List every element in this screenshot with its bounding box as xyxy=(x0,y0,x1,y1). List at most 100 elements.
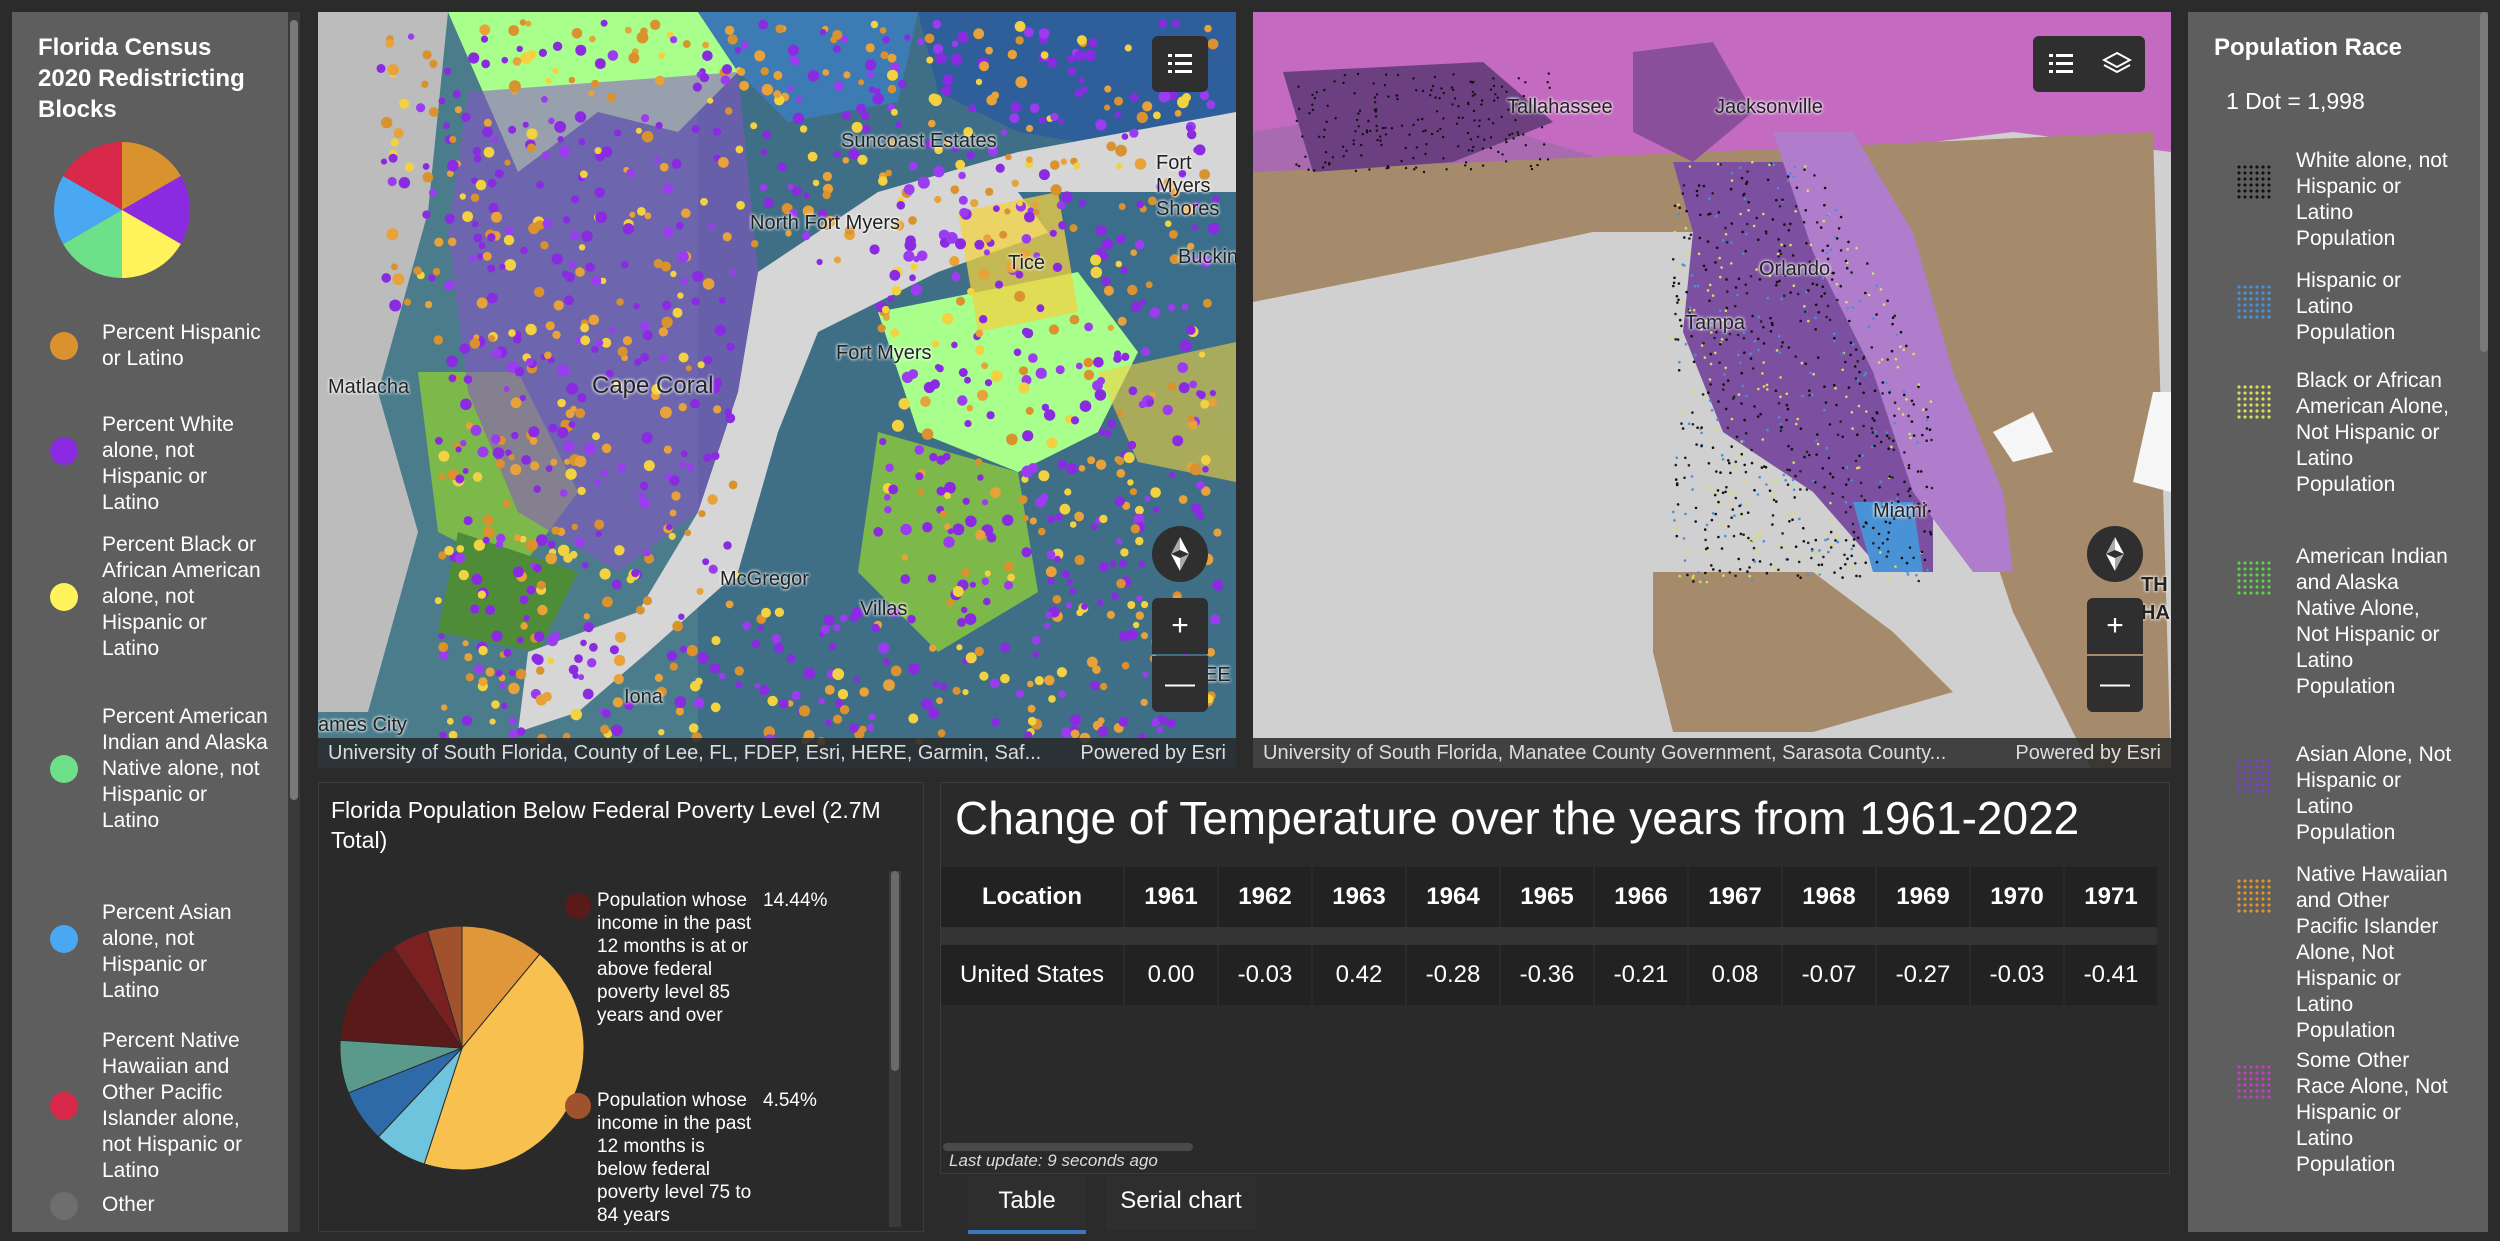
map-right-zoom-in-button[interactable]: + xyxy=(2087,598,2143,654)
right-legend-item-label: Black or African American Alone, Not His… xyxy=(2296,369,2449,496)
poverty-legend-item[interactable]: Population whose income in the past 12 m… xyxy=(565,1089,877,1227)
table-cell-value: -0.27 xyxy=(1877,945,1971,1005)
column-header-year[interactable]: 1971 xyxy=(2065,867,2159,927)
map-right-layers-button[interactable] xyxy=(2089,36,2145,92)
table-cell-value: -0.41 xyxy=(2065,945,2159,1005)
left-legend-item: Percent Hispanic or Latino xyxy=(50,320,270,372)
map-cape-coral[interactable]: Suncoast Estates North Fort Myers Fort M… xyxy=(318,12,1236,768)
legend-swatch xyxy=(50,1092,78,1120)
left-legend-item: Other xyxy=(50,1192,270,1220)
map-right-compass-button[interactable] xyxy=(2087,526,2143,582)
poverty-legend-item[interactable]: Population whose income in the past 12 m… xyxy=(565,889,877,1027)
map-left-compass-button[interactable] xyxy=(1152,526,1208,582)
column-header-year[interactable]: 1967 xyxy=(1689,867,1783,927)
pie-slice[interactable] xyxy=(427,925,463,1049)
dot-density-swatch xyxy=(2236,758,2272,794)
column-header-year[interactable]: 1963 xyxy=(1313,867,1407,927)
map-right-legend-button[interactable] xyxy=(2033,36,2089,92)
left-legend-item: Percent Black or African American alone,… xyxy=(50,532,270,662)
right-legend-title: Population Race xyxy=(2214,34,2403,61)
legend-swatch xyxy=(50,437,78,465)
compass-icon xyxy=(2106,537,2124,571)
table-cell-value: 0.00 xyxy=(1125,945,1219,1005)
temperature-table-panel: Change of Temperature over the years fro… xyxy=(940,782,2170,1174)
left-legend-item-label: Percent White alone, not Hispanic or Lat… xyxy=(102,413,234,514)
map-florida[interactable]: Tallahassee Jacksonville Orlando Tampa M… xyxy=(1253,12,2171,768)
left-legend-item-label: Percent Asian alone, not Hispanic or Lat… xyxy=(102,901,232,1002)
map-right-attribution: University of South Florida, Manatee Cou… xyxy=(1253,738,2171,768)
map-label-tampa: Tampa xyxy=(1685,312,1746,334)
map-label-iona: Iona xyxy=(624,686,663,708)
left-legend-item: Percent White alone, not Hispanic or Lat… xyxy=(50,412,270,516)
right-legend-item-label: American Indian and Alaska Native Alone,… xyxy=(2296,545,2448,698)
map-left-zoom-in-button[interactable]: + xyxy=(1152,598,1208,654)
tab-table[interactable]: Table xyxy=(968,1176,1086,1234)
map-label-matlacha: Matlacha xyxy=(328,376,410,398)
map-label-cape-coral: Cape Coral xyxy=(592,372,714,399)
left-pie-slice xyxy=(122,210,181,278)
right-legend-panel: Population Race 1 Dot = 1,998 White alon… xyxy=(2188,12,2488,1232)
dot-density-swatch xyxy=(2236,284,2272,320)
map-label-villas: Villas xyxy=(860,598,908,620)
left-pie-slice xyxy=(54,176,122,244)
table-cell-value: -0.28 xyxy=(1407,945,1501,1005)
column-header-year[interactable]: 1965 xyxy=(1501,867,1595,927)
left-legend-pie xyxy=(54,142,190,278)
column-header-year[interactable]: 1969 xyxy=(1877,867,1971,927)
left-legend-scrollbar[interactable] xyxy=(288,12,300,1232)
column-header-year[interactable]: 1968 xyxy=(1783,867,1877,927)
left-legend-item-label: Percent Native Hawaiian and Other Pacifi… xyxy=(102,1029,243,1182)
left-legend-item: Percent American Indian and Alaska Nativ… xyxy=(50,704,270,834)
poverty-legend-label: Population whose income in the past 12 m… xyxy=(597,890,752,1026)
column-header-year[interactable]: 1964 xyxy=(1407,867,1501,927)
column-header-year[interactable]: 1961 xyxy=(1125,867,1219,927)
compass-icon xyxy=(1171,537,1189,571)
pie-slice[interactable] xyxy=(461,925,541,1050)
map-left-attribution: University of South Florida, County of L… xyxy=(318,738,1236,768)
map-label-jacksonville: Jacksonville xyxy=(1715,96,1823,118)
right-legend-item-label: Some Other Race Alone, Not Hispanic or L… xyxy=(2296,1049,2448,1176)
dot-value-label: 1 Dot = 1,998 xyxy=(2226,88,2365,114)
map-label-fragment-th: TH xyxy=(2141,574,2168,596)
map-left-zoom-out-button[interactable]: — xyxy=(1152,656,1208,712)
table-cell-location: United States xyxy=(941,945,1125,1005)
map-label-james-city: ames City xyxy=(318,714,407,736)
legend-swatch xyxy=(565,1093,591,1119)
minus-icon: — xyxy=(1165,667,1195,700)
table-cell-value: -0.36 xyxy=(1501,945,1595,1005)
column-header-location[interactable]: Location xyxy=(941,867,1125,927)
map-left-canvas[interactable] xyxy=(318,12,1236,768)
column-header-year[interactable]: 1962 xyxy=(1219,867,1313,927)
poverty-legend-scrollbar[interactable] xyxy=(889,871,901,1227)
column-header-year[interactable]: 1970 xyxy=(1971,867,2065,927)
layers-icon xyxy=(2102,51,2132,74)
pie-slice[interactable] xyxy=(339,946,463,1049)
poverty-chart-title: Florida Population Below Federal Poverty… xyxy=(331,797,881,853)
left-legend-title: Florida Census 2020 Redistricting Blocks xyxy=(38,34,245,123)
table-cell-value: -0.03 xyxy=(1219,945,1313,1005)
table-horizontal-scrollbar[interactable] xyxy=(943,1143,1193,1151)
map-left-legend-button[interactable] xyxy=(1152,36,1208,92)
left-legend-item: Percent Native Hawaiian and Other Pacifi… xyxy=(50,1028,270,1184)
tab-serial-chart[interactable]: Serial chart xyxy=(1106,1176,1256,1230)
map-left-powered-by[interactable]: Powered by Esri xyxy=(1080,742,1226,764)
table-cell-value: -0.07 xyxy=(1783,945,1877,1005)
right-legend-scrollbar[interactable] xyxy=(2480,12,2488,352)
right-legend-item-label: Asian Alone, Not Hispanic or Latino Popu… xyxy=(2296,743,2452,844)
map-right-powered-by[interactable]: Powered by Esri xyxy=(2015,742,2161,764)
dot-density-swatch xyxy=(2236,560,2272,596)
plus-icon: + xyxy=(1171,609,1189,642)
map-label-fragment: EE xyxy=(1204,664,1231,686)
map-label-tice: Tice xyxy=(1008,252,1046,274)
left-legend-panel: Florida Census 2020 Redistricting Blocks… xyxy=(12,12,288,1232)
table-row[interactable]: United States 0.00 -0.03 0.42 -0.28 -0.36 -0.2… xyxy=(941,945,2159,1005)
left-legend-item-label: Percent Black or African American alone,… xyxy=(102,533,261,660)
left-legend-item-label: Percent American Indian and Alaska Nativ… xyxy=(102,705,268,832)
legend-swatch xyxy=(50,583,78,611)
list-icon xyxy=(1168,54,1192,73)
map-right-canvas[interactable] xyxy=(1253,12,2171,768)
column-header-year[interactable]: 1966 xyxy=(1595,867,1689,927)
map-right-zoom-out-button[interactable]: — xyxy=(2087,656,2143,712)
poverty-pie-chart[interactable] xyxy=(337,923,587,1173)
map-label-tallahassee: Tallahassee xyxy=(1507,96,1613,118)
